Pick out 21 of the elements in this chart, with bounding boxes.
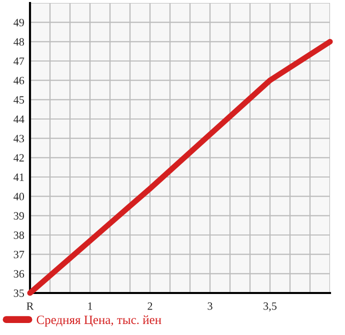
y-tick-label: 35 bbox=[14, 289, 24, 297]
y-tick-label: 44 bbox=[14, 116, 24, 123]
x-tick-label: 2 bbox=[148, 302, 152, 310]
y-tick-label: 36 bbox=[14, 270, 24, 278]
y-tick-label: 40 bbox=[14, 192, 24, 200]
y-tick-label: 41 bbox=[14, 174, 24, 181]
y-tick-label: 38 bbox=[14, 231, 24, 239]
y-tick-label: 48 bbox=[14, 38, 24, 46]
y-tick-label: 42 bbox=[14, 154, 24, 162]
y-tick-label: 49 bbox=[14, 18, 24, 26]
legend-label: Средняя Цена, тыс. йен bbox=[36, 315, 162, 327]
y-tick-label: 43 bbox=[14, 134, 24, 142]
y-tick-label: 37 bbox=[14, 250, 24, 258]
x-tick-label: 1 bbox=[88, 302, 92, 310]
y-tick-label: 46 bbox=[14, 76, 24, 84]
x-tick-label: R bbox=[26, 302, 34, 310]
y-tick-label: 45 bbox=[14, 96, 24, 104]
y-tick-label: 39 bbox=[14, 212, 24, 220]
x-tick-label: 3,5 bbox=[264, 302, 277, 312]
x-tick-label: 3 bbox=[208, 302, 212, 310]
y-tick-label: 47 bbox=[14, 58, 24, 65]
